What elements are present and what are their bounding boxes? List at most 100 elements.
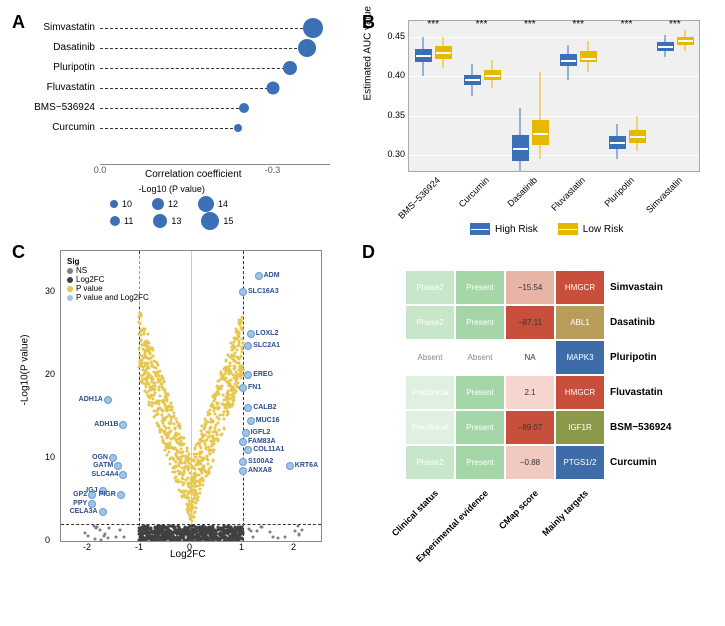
gene-label: FN1 — [248, 384, 261, 391]
heatmap-cell: NA — [505, 340, 555, 375]
heatmap-cell: −15.54 — [505, 270, 555, 305]
gene-label: SLC4A4 — [92, 471, 119, 478]
boxplot-box — [464, 75, 481, 85]
gene-label: ADH1B — [94, 421, 118, 428]
panel-b-ylabel: Estimated AUC value — [363, 6, 374, 101]
heatmap-cell: Preclinical — [405, 375, 455, 410]
gene-label: SLC2A1 — [253, 342, 280, 349]
heatmap-cell: Absent — [455, 340, 505, 375]
gene-label: SLC16A3 — [248, 288, 279, 295]
gene-label: MUC16 — [256, 417, 280, 424]
drug-label: Curcumin — [7, 122, 95, 133]
boxplot-box — [657, 42, 674, 51]
heatmap-cell: −0.88 — [505, 445, 555, 480]
panel-c-xlabel: Log2FC — [170, 549, 206, 560]
gene-label: GP2 — [73, 491, 87, 498]
heatmap-cell: Absent — [405, 340, 455, 375]
gene-label: GATM — [93, 462, 113, 469]
x-tick-label: BMS−536924 — [396, 175, 442, 221]
drug-row-label: Pluripotin — [605, 340, 685, 375]
heatmap-cell: MAPK3 — [555, 340, 605, 375]
column-header: CMap score — [497, 488, 540, 531]
drug-row-label: Fluvastatin — [605, 375, 685, 410]
heatmap-cell: Present — [455, 305, 505, 340]
heatmap-cell: PTGS1/2 — [555, 445, 605, 480]
gene-label: OGN — [92, 454, 108, 461]
correlation-dot — [266, 82, 279, 95]
drug-label: Pluripotin — [7, 62, 95, 73]
x-tick-label: Fluvastatin — [549, 175, 587, 213]
x-tick-label: Pluripotin — [602, 175, 636, 209]
correlation-dot — [239, 103, 249, 113]
boxplot-box — [415, 49, 432, 63]
heatmap-cell: −87.11 — [505, 305, 555, 340]
boxplot-box — [484, 70, 501, 80]
panel-d: D Phase2Present−15.54HMGCRSimvastainPhas… — [360, 240, 715, 600]
panel-a-xlabel: Correlation coefficient — [145, 169, 242, 180]
panel-a-plot: SimvastatinDasatinibPluripotinFluvastati… — [100, 20, 330, 150]
gene-label: CELA3A — [70, 508, 98, 515]
heatmap-cell: Present — [455, 410, 505, 445]
boxplot-box — [677, 37, 694, 45]
column-header: Clinical status — [390, 488, 440, 538]
boxplot-box — [629, 130, 646, 143]
panel-c-legend: Sig NSLog2FCP valueP value and Log2FC — [65, 255, 151, 304]
boxplot-box — [560, 54, 577, 66]
x-tick-label: Dasatinib — [505, 175, 539, 209]
gene-label: ADH1A — [79, 396, 103, 403]
heatmap-cell: 2.1 — [505, 375, 555, 410]
x-tick-label: Simvastatin — [644, 175, 684, 215]
heatmap-cell: IGF1R — [555, 410, 605, 445]
legend-title: Sig — [67, 257, 149, 266]
correlation-dot — [303, 18, 323, 38]
boxplot-box — [435, 46, 452, 58]
heatmap-cell: Present — [455, 375, 505, 410]
heatmap-cell: −89.07 — [505, 410, 555, 445]
panel-c-ylabel: -Log10(P value) — [20, 335, 31, 406]
gene-label: IGFL2 — [251, 429, 271, 436]
panel-b-yaxis: 0.300.350.400.45 — [382, 20, 407, 170]
boxplot-box — [609, 136, 626, 149]
drug-label: BMS−536924 — [7, 102, 95, 113]
panel-b: B Estimated AUC value 0.300.350.400.45 *… — [360, 10, 715, 230]
panel-a-legend: -Log10 (P value) 101214111315 — [110, 184, 233, 230]
gene-label: ANXA8 — [248, 467, 272, 474]
gene-label: PPY — [73, 500, 87, 507]
gene-label: LOXL2 — [256, 330, 279, 337]
heatmap-cell: Present — [455, 270, 505, 305]
drug-row-label: Curcumin — [605, 445, 685, 480]
boxplot-box — [532, 120, 549, 146]
heatmap-cell: Phase2 — [405, 445, 455, 480]
heatmap-cell: HMGCR — [555, 270, 605, 305]
heatmap-cell: Present — [455, 445, 505, 480]
panel-c: C -Log10(P value) ADMSLC16A3LOXL2SLC2A1E… — [10, 240, 350, 600]
column-header: Mainly targets — [540, 488, 590, 538]
drug-row-label: Dasatinib — [605, 305, 685, 340]
gene-label: COL11A1 — [253, 446, 284, 453]
panel-d-label: D — [362, 242, 375, 263]
correlation-dot — [283, 61, 297, 75]
figure: A SimvastatinDasatinibPluripotinFluvasta… — [10, 10, 715, 600]
x-tick-label: Curcumin — [456, 175, 490, 209]
gene-label: S100A2 — [248, 458, 273, 465]
panel-a: A SimvastatinDasatinibPluripotinFluvasta… — [10, 10, 350, 230]
legend-title: -Log10 (P value) — [110, 184, 233, 194]
boxplot-box — [580, 51, 597, 62]
gene-label: KRT6A — [295, 462, 318, 469]
heatmap-cell: ABL1 — [555, 305, 605, 340]
boxplot-box — [512, 135, 529, 161]
heatmap-cell: HMGCR — [555, 375, 605, 410]
correlation-dot — [234, 124, 242, 132]
gene-label: PIGR — [99, 491, 116, 498]
panel-b-legend: High RiskLow Risk — [470, 223, 623, 235]
panel-c-label: C — [12, 242, 25, 263]
heatmap-cell: Phase2 — [405, 305, 455, 340]
gene-label: FAM83A — [248, 438, 276, 445]
gene-label: IGJ — [86, 487, 97, 494]
gene-label: CALB2 — [253, 404, 276, 411]
drug-label: Simvastatin — [7, 22, 95, 33]
drug-row-label: Simvastain — [605, 270, 685, 305]
correlation-dot — [298, 39, 316, 57]
panel-d-grid: Phase2Present−15.54HMGCRSimvastainPhase2… — [405, 270, 685, 480]
panel-b-plot: ****************** — [408, 20, 700, 172]
